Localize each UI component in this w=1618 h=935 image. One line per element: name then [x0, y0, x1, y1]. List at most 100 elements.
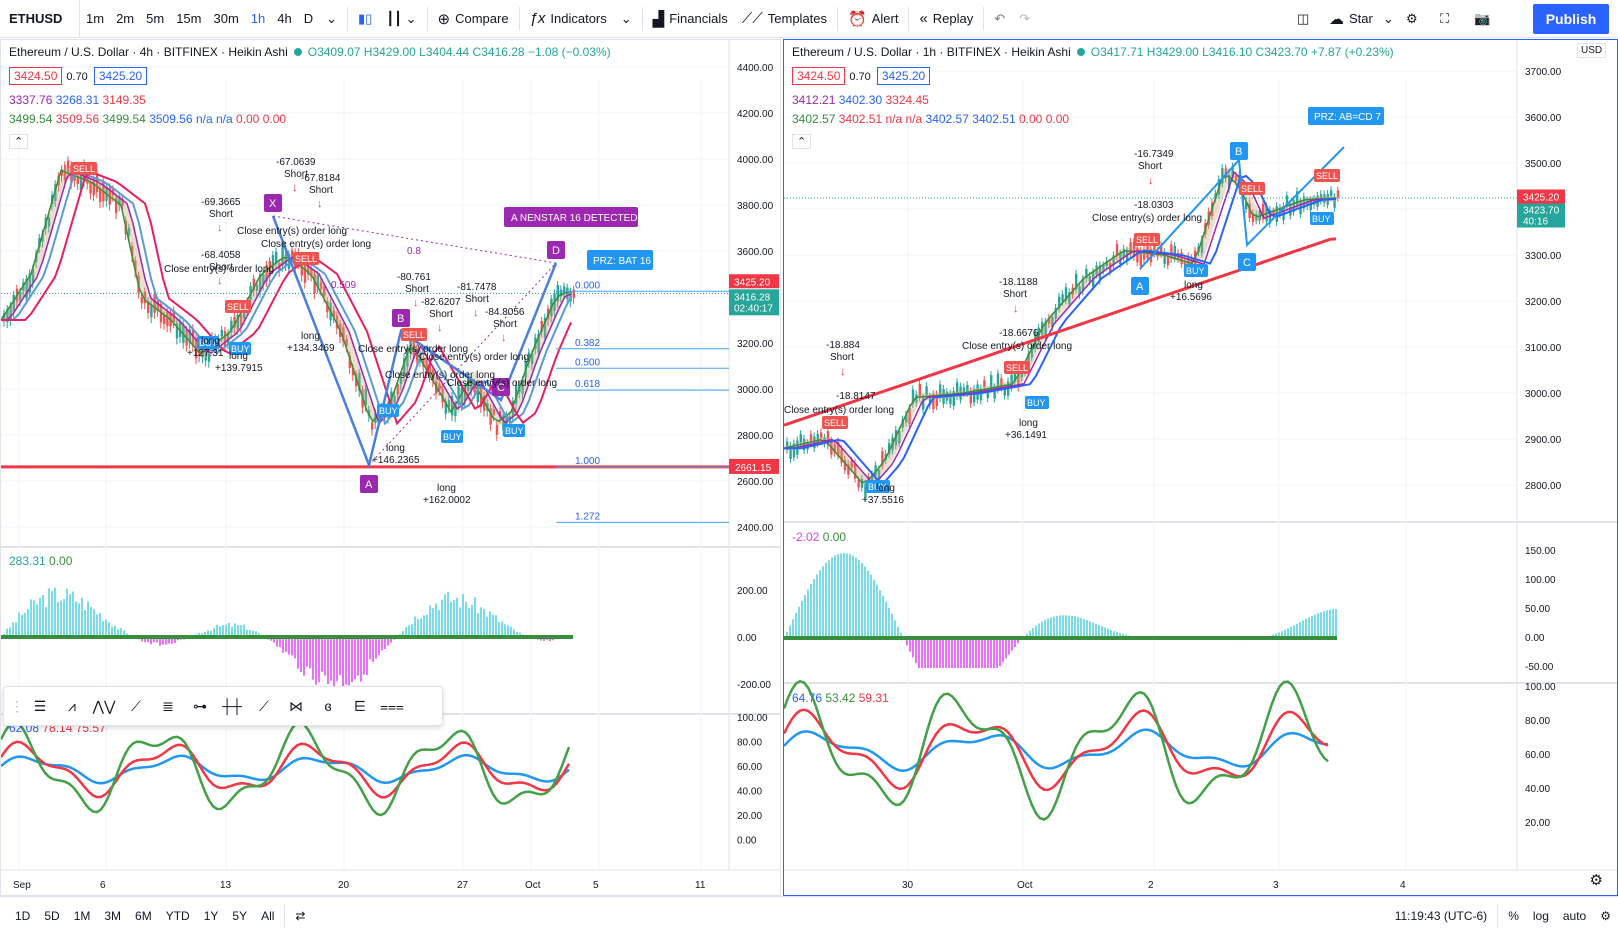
candle-body	[1054, 308, 1057, 319]
candle-body	[1119, 253, 1122, 264]
candle-body	[422, 357, 425, 367]
legend-collapse-icon[interactable]: ⌃	[9, 134, 29, 149]
right-chart-panel[interactable]: 3700.003600.003500.003400.003300.003200.…	[783, 39, 1618, 896]
pattern-banner: A NENSTAR 16 DETECTED	[511, 213, 638, 224]
interval-d[interactable]: D	[303, 11, 314, 26]
range-1m[interactable]: 1M	[73, 908, 91, 923]
redo-icon[interactable]: ↷	[1019, 10, 1031, 26]
camera-icon[interactable]: 📷	[1474, 10, 1491, 26]
candle-body	[1126, 250, 1129, 262]
legend-collapse-icon[interactable]: ⌃	[792, 134, 812, 149]
ind-value: 3402.51	[838, 112, 883, 126]
range-ytd[interactable]: YTD	[165, 908, 190, 923]
range-5d[interactable]: 5D	[44, 908, 60, 923]
range-5y[interactable]: 5Y	[232, 908, 248, 923]
publish-button[interactable]: Publish	[1533, 4, 1609, 34]
short-arrow-icon: ↓	[317, 198, 323, 210]
ray-icon[interactable]: ⟋	[259, 697, 269, 714]
interval-dropdown-icon[interactable]: ⌄	[326, 10, 338, 26]
countdown-tag: 02:40:17	[734, 303, 773, 314]
range-1d[interactable]: 1D	[15, 908, 31, 923]
settings-gear-icon[interactable]: ⚙	[1406, 10, 1418, 26]
candle-body	[813, 436, 816, 449]
price-range-icon[interactable]: ⋿	[353, 697, 367, 714]
fib-retracement-icon[interactable]: ≣	[162, 697, 174, 714]
clock-timezone[interactable]: 11:19:43 (UTC-6)	[1394, 909, 1488, 923]
buy-marker	[229, 342, 251, 355]
bid-price[interactable]: 3424.50	[9, 67, 63, 85]
projection-icon[interactable]: ⩶	[380, 697, 404, 714]
prz-label: PRZ: AB=CD 7	[1314, 112, 1381, 123]
elliott-wave-icon[interactable]: ⩘	[68, 697, 76, 714]
xabcd-pattern-icon[interactable]: ⋈	[289, 697, 303, 714]
divider	[518, 6, 520, 31]
interval-15m[interactable]: 15m	[176, 11, 202, 26]
abcd-pattern-icon[interactable]: ⋀⋁	[92, 697, 116, 714]
pattern-banner-bg	[504, 207, 638, 227]
trend-line-icon[interactable]: ⟋	[131, 697, 141, 714]
candle-body	[1136, 247, 1139, 263]
short-arrow-icon: ↓	[501, 332, 507, 344]
financials-button[interactable]: ▟ Financials	[646, 0, 735, 38]
ind-value: 0.00	[262, 112, 287, 126]
date-range-icon[interactable]: ┼┼	[222, 698, 242, 714]
interval-5m[interactable]: 5m	[146, 11, 165, 26]
parallel-channel-icon[interactable]: ☰	[33, 697, 47, 714]
price-axis-label: 3800.00	[737, 201, 774, 212]
replay-button[interactable]: « Replay	[912, 0, 980, 38]
time-axis-label: 4	[1400, 880, 1406, 891]
bar-style-icon[interactable]: ▮▯	[358, 10, 373, 26]
right-chart-canvas[interactable]: 3700.003600.003500.003400.003300.003200.…	[784, 40, 1618, 896]
interval-1h[interactable]: 1h	[250, 11, 266, 26]
ind-value: 3337.76	[9, 93, 53, 107]
candle-body	[1255, 214, 1258, 221]
currency-selector[interactable]: USD	[1577, 43, 1607, 58]
percent-toggle[interactable]: %	[1508, 909, 1519, 923]
spiral-icon[interactable]: ɞ	[324, 698, 332, 714]
compare-label: Compare	[455, 11, 509, 26]
candle-type-icon[interactable]: ┃┃ ⌄	[386, 10, 417, 26]
interval-30m[interactable]: 30m	[213, 11, 239, 26]
left-chart-panel[interactable]: 4400.004200.004000.003800.003600.003400.…	[0, 39, 781, 896]
range-1y[interactable]: 1Y	[203, 908, 219, 923]
undo-icon[interactable]: ↶	[994, 10, 1006, 26]
price-axis-label: 4000.00	[737, 155, 774, 166]
left-chart-canvas[interactable]: 4400.004200.004000.003800.003600.003400.…	[1, 40, 781, 896]
drag-handle-icon[interactable]: ⋮	[10, 697, 24, 714]
symbol-search[interactable]: ETHUSD	[0, 0, 80, 38]
ma-blue-line	[784, 174, 1337, 484]
interval-4h[interactable]: 4h	[277, 11, 292, 26]
candle-body	[259, 274, 262, 292]
star-button[interactable]: ☁ Star ⌄	[1322, 0, 1401, 38]
range-3m[interactable]: 3M	[104, 908, 122, 923]
fullscreen-icon[interactable]: ⛶	[1440, 10, 1450, 26]
layout-icon[interactable]: ◫	[1297, 10, 1310, 26]
alert-button[interactable]: ⏰ Alert	[841, 0, 905, 38]
interval-2m[interactable]: 2m	[116, 11, 135, 26]
pattern-point-marker	[1230, 142, 1248, 160]
chart-settings-gear-icon[interactable]: ⚙	[1589, 872, 1603, 889]
ask-price[interactable]: 3425.20	[876, 67, 931, 85]
price-tag-bg	[729, 274, 779, 289]
ask-price[interactable]: 3425.20	[93, 67, 148, 85]
divider	[284, 903, 286, 928]
indicators-button[interactable]: ƒx Indicators ⌄	[523, 0, 639, 38]
bid-price[interactable]: 3424.50	[792, 67, 846, 85]
range-6m[interactable]: 6M	[135, 908, 152, 923]
long-label: long	[437, 483, 456, 494]
log-toggle[interactable]: log	[1532, 909, 1549, 923]
candle-body	[1122, 248, 1125, 258]
candle-body	[502, 415, 505, 430]
scale-settings-gear-icon[interactable]: ⚙	[1600, 909, 1611, 923]
short-arrow-icon: ↓	[437, 322, 443, 334]
horizontal-ray-icon[interactable]: ⊶	[193, 697, 207, 714]
compare-button[interactable]: ⊕ Compare	[431, 0, 516, 38]
price-axis-label: 4200.00	[737, 109, 774, 120]
templates-button[interactable]: ⟋⟋ Templates	[735, 0, 834, 38]
goto-date-icon[interactable]: ⇄	[295, 908, 306, 923]
candle-body	[473, 382, 476, 393]
range-all[interactable]: All	[261, 908, 275, 923]
interval-1m[interactable]: 1m	[86, 11, 105, 26]
auto-toggle[interactable]: auto	[1562, 909, 1587, 923]
trade-annotation-value: -81.7478	[457, 282, 497, 293]
